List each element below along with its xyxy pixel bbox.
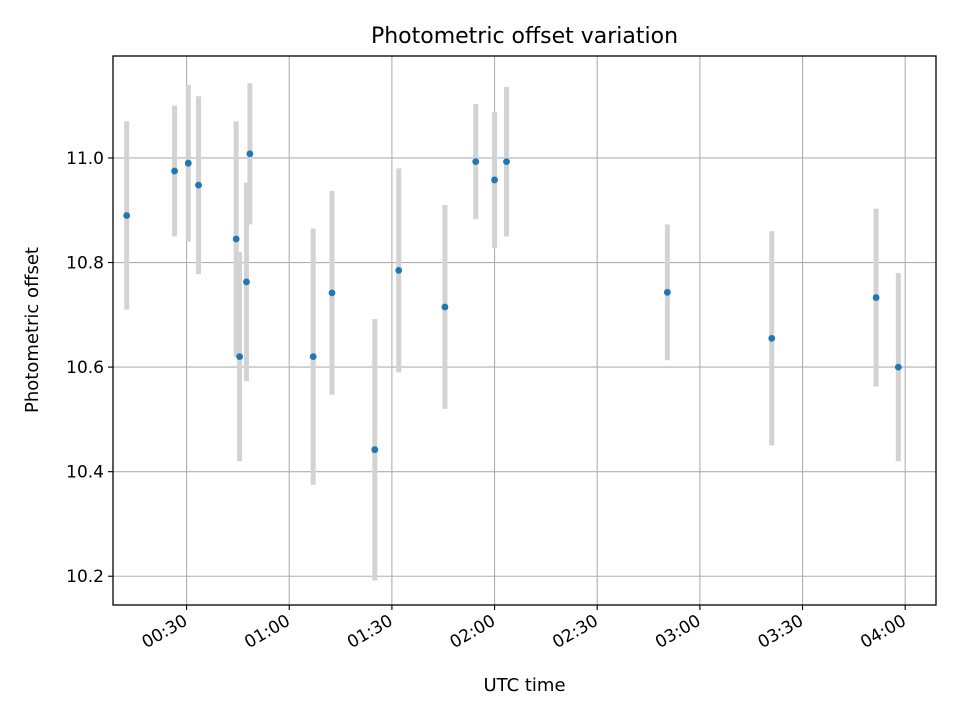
y-tick-label: 10.6 [66, 358, 104, 378]
data-point [894, 363, 902, 371]
data-point [491, 176, 498, 184]
data-point [243, 278, 250, 286]
y-tick-label: 10.4 [66, 463, 104, 483]
plot-area-frame [112, 55, 937, 606]
data-point [768, 334, 776, 342]
data-point [663, 288, 671, 296]
data-point [395, 266, 403, 274]
data-point [441, 303, 449, 311]
data-points [123, 150, 902, 454]
data-point [195, 181, 202, 189]
data-point [232, 235, 240, 243]
data-point [472, 158, 480, 166]
y-tick-label: 10.8 [66, 254, 104, 274]
x-axis-label: UTC time [483, 675, 565, 696]
data-point [309, 353, 317, 361]
data-point [503, 158, 510, 166]
data-point [328, 289, 336, 297]
data-point [184, 159, 192, 167]
data-point [171, 167, 178, 175]
data-point [872, 294, 880, 301]
data-point [246, 150, 254, 158]
y-axis-label: Photometric offset [22, 247, 43, 413]
data-point [123, 212, 131, 219]
data-point [236, 353, 244, 361]
data-point [371, 446, 379, 454]
chart-title: Photometric offset variation [371, 24, 678, 49]
y-tick-label: 11.0 [66, 149, 104, 169]
y-tick-label: 10.2 [66, 567, 104, 587]
